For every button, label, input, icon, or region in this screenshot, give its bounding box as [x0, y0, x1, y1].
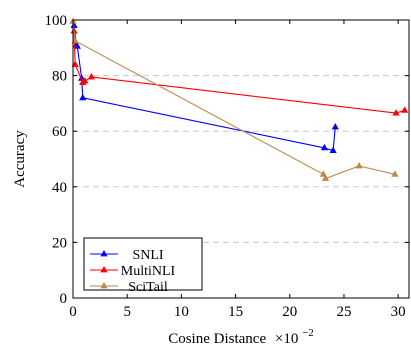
- x-axis-label: Cosine Distance: [168, 331, 266, 347]
- y-tick-label: 60: [52, 124, 67, 140]
- point-scitail: [355, 161, 363, 169]
- legend-label-snli: SNLI: [132, 248, 163, 263]
- point-snli: [79, 93, 87, 101]
- point-scitail: [391, 170, 399, 177]
- legend-label-multinli: MultiNLI: [121, 264, 176, 279]
- y-tick-label: 100: [45, 13, 68, 29]
- grid-lines: [73, 75, 409, 243]
- point-scitail: [321, 174, 330, 181]
- x-tick-label: 20: [282, 304, 297, 320]
- point-scitail: [319, 170, 327, 177]
- legend-label-scitail: SciTail: [128, 280, 168, 295]
- x-tick-label: 0: [69, 304, 77, 320]
- point-snli: [331, 123, 339, 130]
- point-snli: [320, 143, 329, 151]
- x-tick-label: 30: [391, 304, 406, 320]
- series-line-multinli: [73, 31, 405, 114]
- x-axis-title: Cosine Distance ×10 −2: [168, 327, 314, 347]
- point-snli: [329, 146, 337, 154]
- series-line-scitail: [72, 21, 396, 180]
- y-tick-label: 40: [52, 180, 67, 196]
- y-tick-label: 20: [52, 235, 67, 251]
- legend-marker-multinli: [100, 266, 108, 273]
- x-tick-label: 25: [336, 304, 351, 320]
- point-multinli: [81, 77, 89, 84]
- series-line-snli: [73, 25, 336, 152]
- x-axis-exponent: −2: [302, 327, 314, 339]
- point-snli: [78, 74, 86, 81]
- axis-ticks: 0 20 40 60 80 100 0 5 10 15 20 25 30: [45, 13, 409, 320]
- point-multinli: [87, 72, 96, 80]
- point-multinli: [392, 109, 400, 116]
- y-tick-label: 80: [52, 69, 67, 85]
- legend-marker-snli: [100, 250, 108, 257]
- y-axis-label: Accuracy: [12, 130, 28, 188]
- series-lines: [69, 17, 409, 181]
- point-multinli: [401, 106, 409, 113]
- y-tick-label: 0: [60, 291, 68, 307]
- legend-box: [83, 237, 203, 291]
- x-tick-label: 15: [228, 304, 243, 320]
- x-tick-label: 5: [123, 304, 131, 320]
- x-tick-label: 10: [174, 304, 189, 320]
- point-snli: [73, 42, 81, 49]
- point-snli: [70, 21, 78, 28]
- x-axis-multiplier: ×10: [275, 331, 298, 347]
- plot-frame: [72, 19, 410, 299]
- legend-marker-scitail: [100, 282, 108, 289]
